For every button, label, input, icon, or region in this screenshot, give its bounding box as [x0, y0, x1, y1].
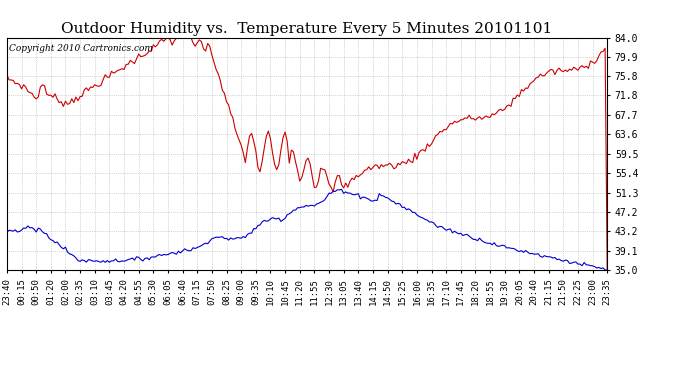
- Title: Outdoor Humidity vs.  Temperature Every 5 Minutes 20101101: Outdoor Humidity vs. Temperature Every 5…: [61, 22, 553, 36]
- Text: Copyright 2010 Cartronics.com: Copyright 2010 Cartronics.com: [9, 45, 152, 54]
